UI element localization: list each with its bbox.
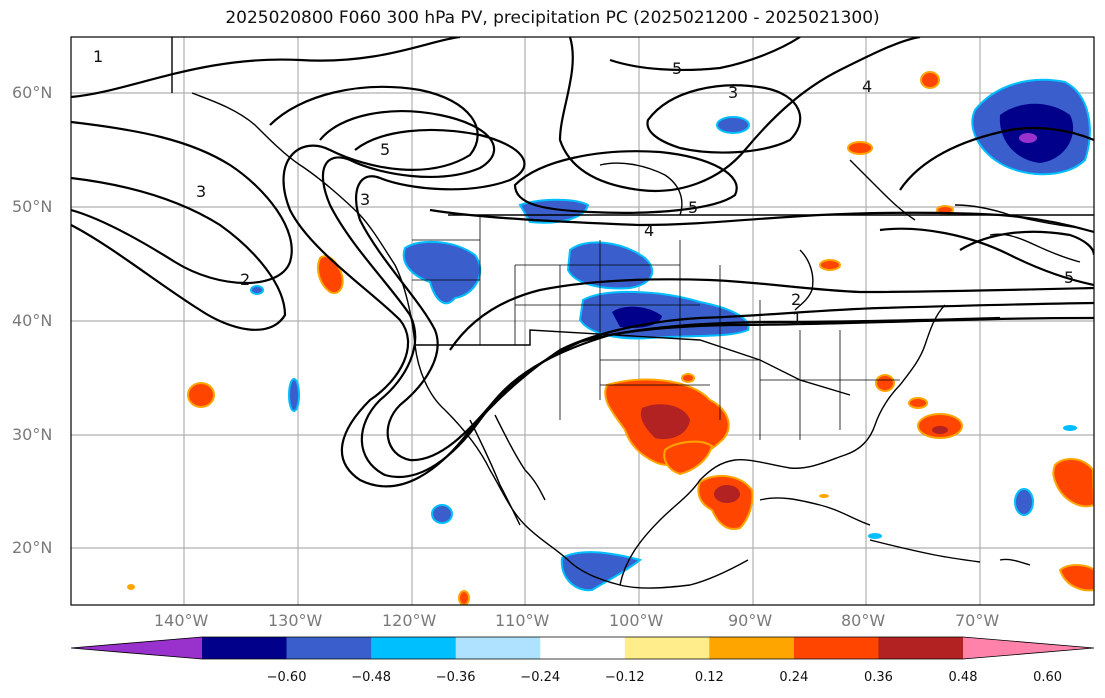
- contour-label: 4: [862, 77, 872, 96]
- colorbar-bin: [624, 637, 710, 659]
- contour-label: 5: [380, 140, 390, 159]
- colorbar-tick-label: −0.48: [351, 670, 392, 685]
- lon-label: 100°W: [609, 611, 664, 630]
- precip-negative-areas: [250, 78, 1091, 592]
- contour-label: 5: [688, 198, 698, 217]
- contour-label: 5: [1064, 268, 1074, 287]
- colorbar-bin: [286, 637, 372, 659]
- lon-label: 130°W: [268, 611, 323, 630]
- contour-label: 3: [360, 190, 370, 209]
- contour-label: 5: [672, 59, 682, 78]
- precip-positive-areas: [127, 71, 1094, 605]
- lat-label: 50°N: [12, 197, 53, 216]
- lon-label: 70°W: [955, 611, 1000, 630]
- lat-label: 60°N: [12, 83, 53, 102]
- colorbar-tick-label: −0.60: [266, 670, 307, 685]
- pv-contours: [71, 37, 1094, 488]
- contour-label: 2: [240, 270, 250, 289]
- lat-label: 20°N: [12, 538, 53, 557]
- lon-label: 120°W: [382, 611, 437, 630]
- internal-borders: [412, 215, 900, 440]
- lat-label: 30°N: [12, 425, 53, 444]
- contour-label: 2: [791, 290, 801, 309]
- lon-label: 80°W: [841, 611, 886, 630]
- colorbar-bin: [793, 637, 879, 659]
- lon-label: 110°W: [495, 611, 550, 630]
- colorbar-bin: [455, 637, 541, 659]
- contour-label: 1: [792, 309, 802, 328]
- contour-label: 3: [728, 83, 738, 102]
- colorbar-tick-label: 0.12: [694, 670, 724, 685]
- map-frame: [70, 36, 1095, 606]
- colorbar-bin: [371, 637, 457, 659]
- colorbar-tick-label: 0.24: [779, 670, 809, 685]
- colorbar-tick-label: −0.12: [604, 670, 645, 685]
- lon-label: 90°W: [728, 611, 773, 630]
- colorbar-tick-label: 0.60: [1033, 670, 1063, 685]
- contour-label: 3: [196, 182, 206, 201]
- colorbar-tick-label: 0.36: [863, 670, 893, 685]
- colorbar: [70, 636, 1095, 660]
- colorbar-tick-label: −0.36: [435, 670, 476, 685]
- colorbar-bin: [709, 637, 795, 659]
- contour-label: 1: [93, 47, 103, 66]
- pv-contour-labels: 1 5 3 5 3 3 2 5 4 4 5 2 1: [93, 47, 1074, 328]
- map-title: 2025020800 F060 300 hPa PV, precipitatio…: [225, 8, 880, 28]
- colorbar-bin: [202, 637, 288, 659]
- contour-label: 4: [644, 221, 654, 240]
- colorbar-tick-label: 0.48: [948, 670, 978, 685]
- lon-label: 140°W: [154, 611, 209, 630]
- colorbar-bin: [540, 637, 626, 659]
- colorbar-extend-min: [71, 637, 202, 659]
- colorbar-outline: [70, 636, 1095, 660]
- lat-label: 40°N: [12, 311, 53, 330]
- colorbar-bin: [878, 637, 964, 659]
- colorbar-extend-max: [963, 637, 1094, 659]
- colorbar-tick-label: −0.24: [520, 670, 561, 685]
